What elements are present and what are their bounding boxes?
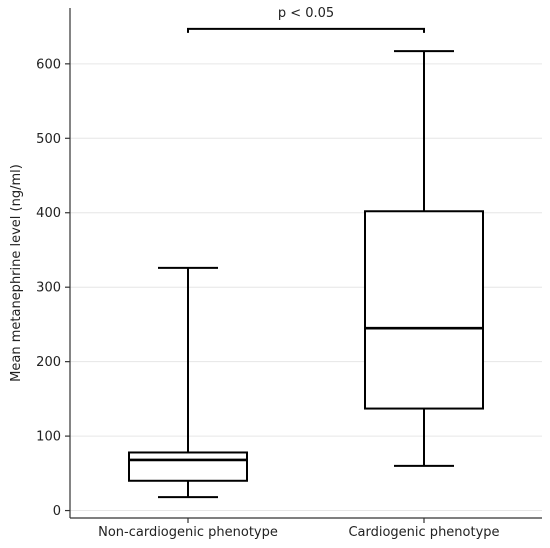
significance-bracket bbox=[187, 27, 425, 33]
y-tick-label: 100 bbox=[36, 430, 61, 445]
y-ticks: 0 100 200 300 400 500 600 bbox=[36, 57, 70, 519]
y-tick-label: 500 bbox=[36, 132, 61, 147]
gridlines bbox=[70, 63, 542, 512]
box-1 bbox=[128, 266, 248, 499]
x-tick-label: Non-cardiogenic phenotype bbox=[98, 525, 278, 540]
y-tick-label: 200 bbox=[36, 355, 61, 370]
y-tick-label: 300 bbox=[36, 281, 61, 296]
x-ticks: Non-cardiogenic phenotype Cardiogenic phe… bbox=[98, 518, 500, 540]
y-axis-title: Mean metanephrine level (ng/ml) bbox=[9, 164, 24, 382]
axes bbox=[69, 8, 542, 519]
significance-label: p < 0.05 bbox=[278, 6, 334, 21]
boxes bbox=[128, 50, 484, 499]
y-tick-label: 600 bbox=[36, 57, 61, 72]
y-tick-label: 0 bbox=[53, 504, 61, 519]
y-tick-label: 400 bbox=[36, 206, 61, 221]
significance-annotation: p < 0.05 bbox=[187, 6, 425, 33]
iqr-box bbox=[128, 451, 248, 482]
iqr-box bbox=[364, 210, 484, 410]
x-tick-label: Cardiogenic phenotype bbox=[348, 525, 499, 540]
box-2 bbox=[364, 50, 484, 467]
